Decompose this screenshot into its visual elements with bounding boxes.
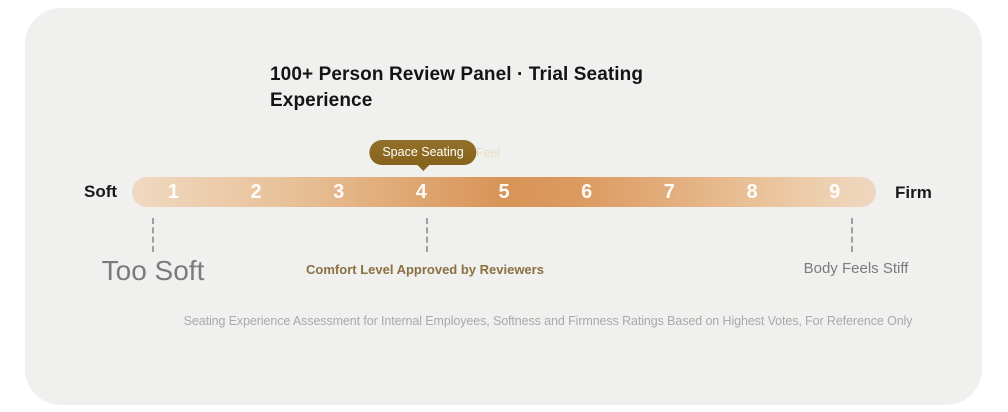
firmness-scale-bar: 1 2 3 4 5 6 7 8 9: [132, 177, 876, 207]
annotation-body-feels-stiff: Body Feels Stiff: [803, 260, 909, 277]
annotation-too-soft: Too Soft: [101, 255, 205, 286]
dashed-marker-line-tick1: [152, 218, 154, 252]
scale-tick-4: 4: [415, 181, 427, 203]
annotation-comfort-approved: Comfort Level Approved by Reviewers: [306, 262, 544, 277]
dashed-marker-line-tick4: [426, 218, 428, 252]
scale-tick-7: 7: [663, 181, 675, 203]
dashed-marker-line-tick9: [851, 218, 853, 252]
scale-tick-8: 8: [746, 181, 758, 203]
tooltip-badge: Space Seating: [369, 140, 477, 171]
scale-tick-3: 3: [333, 181, 345, 203]
scale-tick-9: 9: [829, 181, 841, 203]
seating-scale-card: 100+ Person Review Panel · Trial Seating…: [25, 8, 982, 405]
scale-tick-5: 5: [498, 181, 510, 203]
section-title: 100+ Person Review Panel · Trial Seating…: [270, 64, 644, 111]
scale-tick-1: 1: [167, 181, 179, 203]
tooltip-arrow-icon: [416, 164, 430, 171]
scale-tick-6: 6: [581, 181, 593, 203]
tooltip-overflow-label: Feel: [476, 146, 501, 160]
tooltip-label: Space Seating: [382, 145, 464, 159]
scale-tick-2: 2: [250, 181, 262, 203]
scale-left-label: Soft: [84, 182, 118, 201]
scale-right-label: Firm: [895, 183, 932, 202]
footnote-disclaimer: Seating Experience Assessment for Intern…: [183, 314, 913, 328]
